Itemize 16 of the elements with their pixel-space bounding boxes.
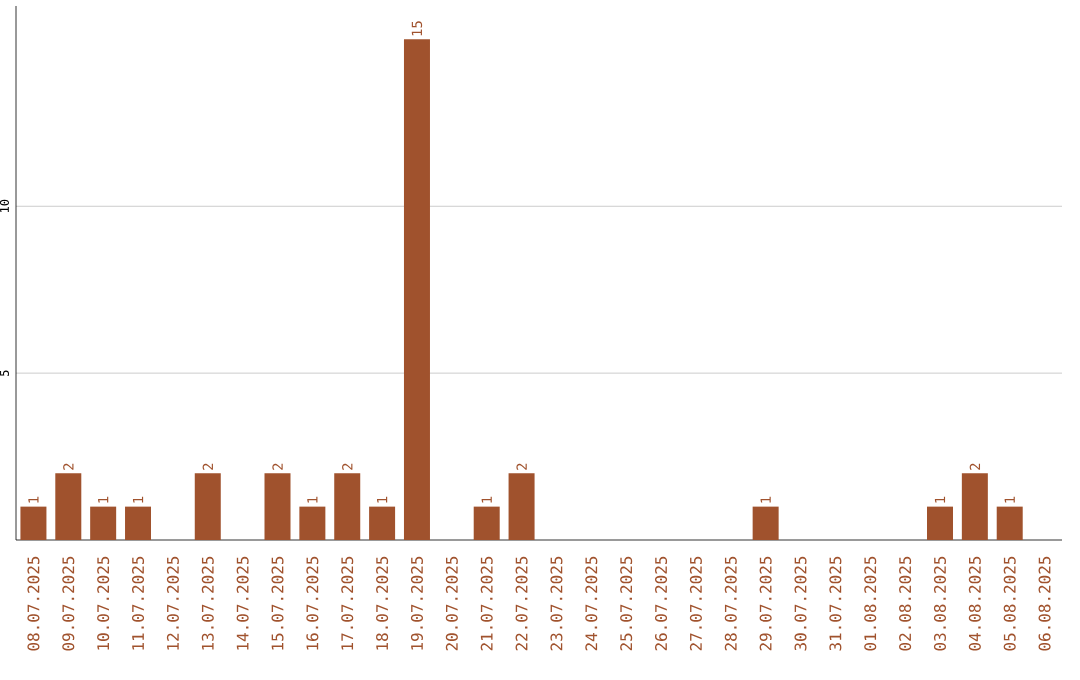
bar [926, 506, 953, 540]
bar [90, 506, 117, 540]
bar [125, 506, 152, 540]
bar [20, 506, 47, 540]
bar [752, 506, 779, 540]
bar [264, 473, 291, 540]
bar [334, 473, 361, 540]
bar [194, 473, 221, 540]
bar [996, 506, 1023, 540]
bar [299, 506, 326, 540]
bar [55, 473, 82, 540]
bar [508, 473, 535, 540]
bar [473, 506, 500, 540]
bar [403, 39, 430, 540]
bar [369, 506, 396, 540]
bar [961, 473, 988, 540]
